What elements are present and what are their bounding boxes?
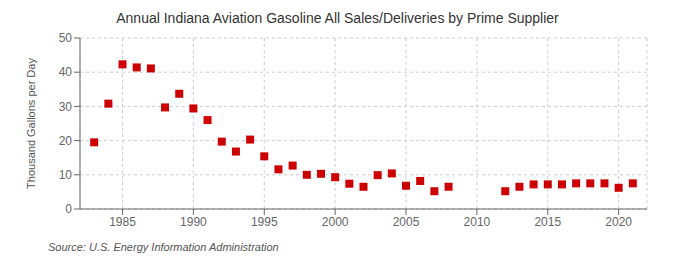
svg-text:10: 10 [59, 168, 73, 182]
svg-text:2015: 2015 [534, 215, 561, 229]
svg-text:50: 50 [59, 31, 73, 45]
svg-text:40: 40 [59, 65, 73, 79]
svg-text:20: 20 [59, 134, 73, 148]
svg-text:1985: 1985 [109, 215, 136, 229]
html-text:Source: U.S. Energy Informatio: Source: U.S. Energy Information Administ… [48, 241, 279, 253]
svg-text:2010: 2010 [464, 215, 491, 229]
svg-text:2020: 2020 [605, 215, 632, 229]
svg-text:2005: 2005 [393, 215, 420, 229]
svg-text:Thousand Gallons per Day: Thousand Gallons per Day [25, 58, 37, 189]
svg-text:30: 30 [59, 100, 73, 114]
html-text:Annual Indiana Aviation Gasoli: Annual Indiana Aviation Gasoline All Sal… [116, 10, 559, 26]
svg-text:1995: 1995 [251, 215, 278, 229]
svg-text:2000: 2000 [322, 215, 349, 229]
svg-text:0: 0 [65, 202, 72, 216]
svg-text:1990: 1990 [180, 215, 207, 229]
